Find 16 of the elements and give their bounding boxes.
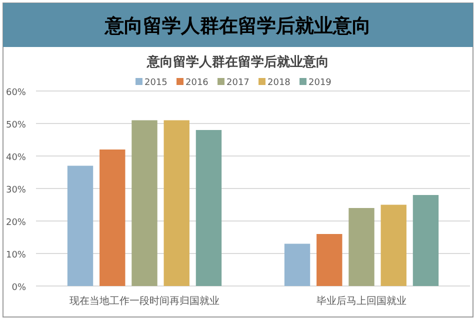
chart-title: 意向留学人群在留学后就业意向 bbox=[104, 15, 371, 37]
y-tick-label: 60% bbox=[6, 88, 26, 98]
chart-subtitle: 意向留学人群在留学后就业意向 bbox=[146, 54, 329, 70]
y-tick-label: 40% bbox=[6, 153, 26, 163]
x-tick-label: 毕业后马上回国就业 bbox=[316, 295, 406, 307]
legend-label: 2015 bbox=[144, 78, 168, 88]
legend-label: 2019 bbox=[308, 78, 332, 88]
y-tick-label: 50% bbox=[6, 120, 26, 130]
legend-label: 2016 bbox=[186, 78, 209, 88]
y-tick-label: 10% bbox=[6, 250, 26, 260]
y-tick-label: 0% bbox=[12, 283, 26, 293]
legend-label: 2017 bbox=[226, 78, 250, 88]
y-tick-label: 20% bbox=[6, 218, 26, 228]
legend-label: 2018 bbox=[268, 78, 291, 88]
x-tick-label: 现在当地工作一段时间再归国就业 bbox=[70, 295, 220, 307]
y-tick-label: 30% bbox=[6, 186, 26, 196]
